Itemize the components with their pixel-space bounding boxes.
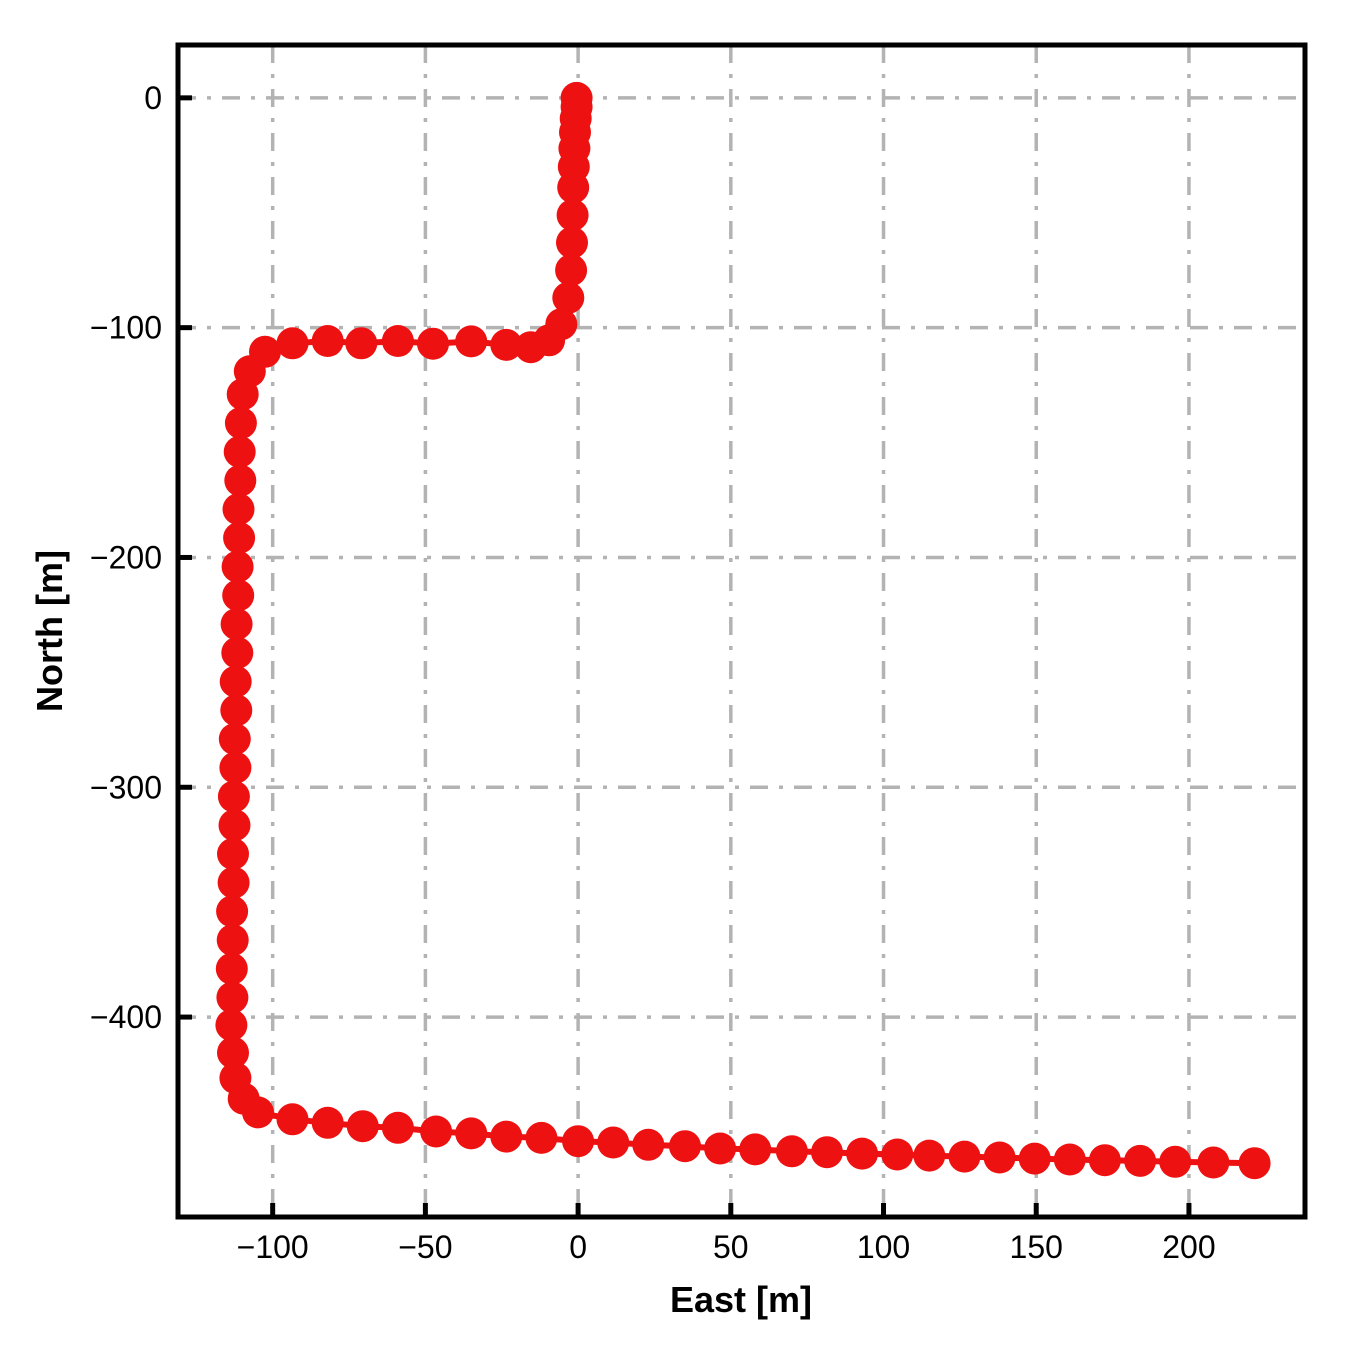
- trajectory-point: [242, 1096, 274, 1129]
- plot-area: [178, 45, 1305, 1217]
- trajectory-point: [217, 837, 249, 870]
- trajectory-point: [226, 378, 259, 411]
- trajectory-point: [1159, 1145, 1192, 1178]
- trajectory-point: [775, 1135, 808, 1168]
- trajectory-point: [417, 327, 449, 360]
- trajectory-point: [597, 1126, 630, 1159]
- trajectory-point: [224, 464, 257, 497]
- trajectory-point: [739, 1133, 772, 1166]
- x-axis-label: East [m]: [670, 1279, 812, 1320]
- trajectory-point: [222, 493, 255, 526]
- y-axis-label: North [m]: [29, 550, 70, 712]
- trajectory-point: [381, 1111, 414, 1144]
- trajectory-point: [490, 328, 523, 361]
- trajectory-point: [223, 435, 256, 468]
- trajectory-point: [562, 1125, 595, 1158]
- trajectory-point: [555, 254, 588, 287]
- trajectory-point: [1053, 1143, 1086, 1176]
- trajectory-series: [215, 81, 1271, 1180]
- trajectory-point: [490, 1120, 523, 1153]
- y-tick-label: −300: [90, 769, 162, 805]
- x-tick-label: 150: [1010, 1229, 1063, 1265]
- trajectory-point: [557, 171, 590, 204]
- trajectory-point: [345, 327, 378, 360]
- y-tick-label: 0: [144, 80, 162, 116]
- trajectory-point: [881, 1138, 914, 1171]
- trajectory-point: [669, 1130, 701, 1163]
- trajectory-point: [525, 1121, 558, 1154]
- trajectory-point: [420, 1115, 453, 1148]
- plot-border: [175, 42, 1308, 1220]
- trajectory-point: [704, 1132, 737, 1165]
- trajectory-point: [217, 866, 250, 899]
- trajectory-point: [218, 809, 251, 842]
- trajectory-point: [455, 325, 488, 358]
- trajectory-point: [455, 1117, 488, 1150]
- trajectory-point: [632, 1128, 665, 1161]
- trajectory-point: [217, 780, 250, 813]
- trajectory-point: [220, 694, 253, 727]
- trajectory-point: [311, 1106, 344, 1139]
- trajectory-point: [221, 636, 254, 669]
- trajectory-point: [846, 1137, 879, 1170]
- y-tick-label: −400: [90, 999, 162, 1035]
- trajectory-point: [311, 325, 344, 357]
- trajectory-point: [1018, 1142, 1051, 1175]
- grid-lines: [178, 45, 1305, 1217]
- x-tick-label: −100: [237, 1229, 309, 1265]
- trajectory-point: [216, 895, 249, 928]
- trajectory-point: [1197, 1146, 1230, 1179]
- trajectory-point: [224, 407, 257, 439]
- trajectory-point: [217, 1036, 249, 1069]
- x-tick-label: 50: [713, 1229, 749, 1265]
- y-tick-label: −100: [90, 310, 162, 346]
- x-tick-label: 100: [857, 1229, 910, 1265]
- trajectory-point: [216, 981, 249, 1014]
- trajectory-point: [514, 331, 547, 364]
- trajectory-point: [556, 226, 588, 259]
- trajectory-point: [346, 1110, 379, 1143]
- trajectory-point: [1088, 1144, 1121, 1177]
- trajectory-point: [218, 723, 251, 755]
- tick-labels: −100 −50 0 50 100 150 200 0 −100 −200 −300 −400: [90, 80, 1216, 1265]
- trajectory-point: [913, 1139, 946, 1172]
- trajectory-point: [276, 327, 309, 360]
- y-tick-label: −200: [90, 539, 162, 575]
- trajectory-point: [215, 1009, 248, 1042]
- trajectory-point: [215, 952, 248, 985]
- trajectory-point: [276, 1103, 309, 1136]
- x-tick-label: −50: [398, 1229, 452, 1265]
- trajectory-point: [222, 579, 255, 612]
- trajectory-point: [1124, 1144, 1157, 1177]
- trajectory-point: [1238, 1147, 1271, 1180]
- trajectory-point: [221, 550, 254, 583]
- trajectory-point: [983, 1141, 1016, 1174]
- trajectory-point: [556, 199, 589, 232]
- trajectory-point: [219, 665, 252, 698]
- trajectory-point: [948, 1140, 981, 1173]
- trajectory-point: [811, 1136, 843, 1169]
- trajectory-point: [552, 281, 585, 314]
- x-tick-label: 0: [569, 1229, 587, 1265]
- trajectory-point: [223, 521, 256, 554]
- trajectory-point: [381, 325, 414, 357]
- trajectory-point: [219, 751, 252, 784]
- x-tick-label: 200: [1162, 1229, 1215, 1265]
- trajectory-point: [216, 924, 249, 957]
- trajectory-point: [220, 608, 253, 641]
